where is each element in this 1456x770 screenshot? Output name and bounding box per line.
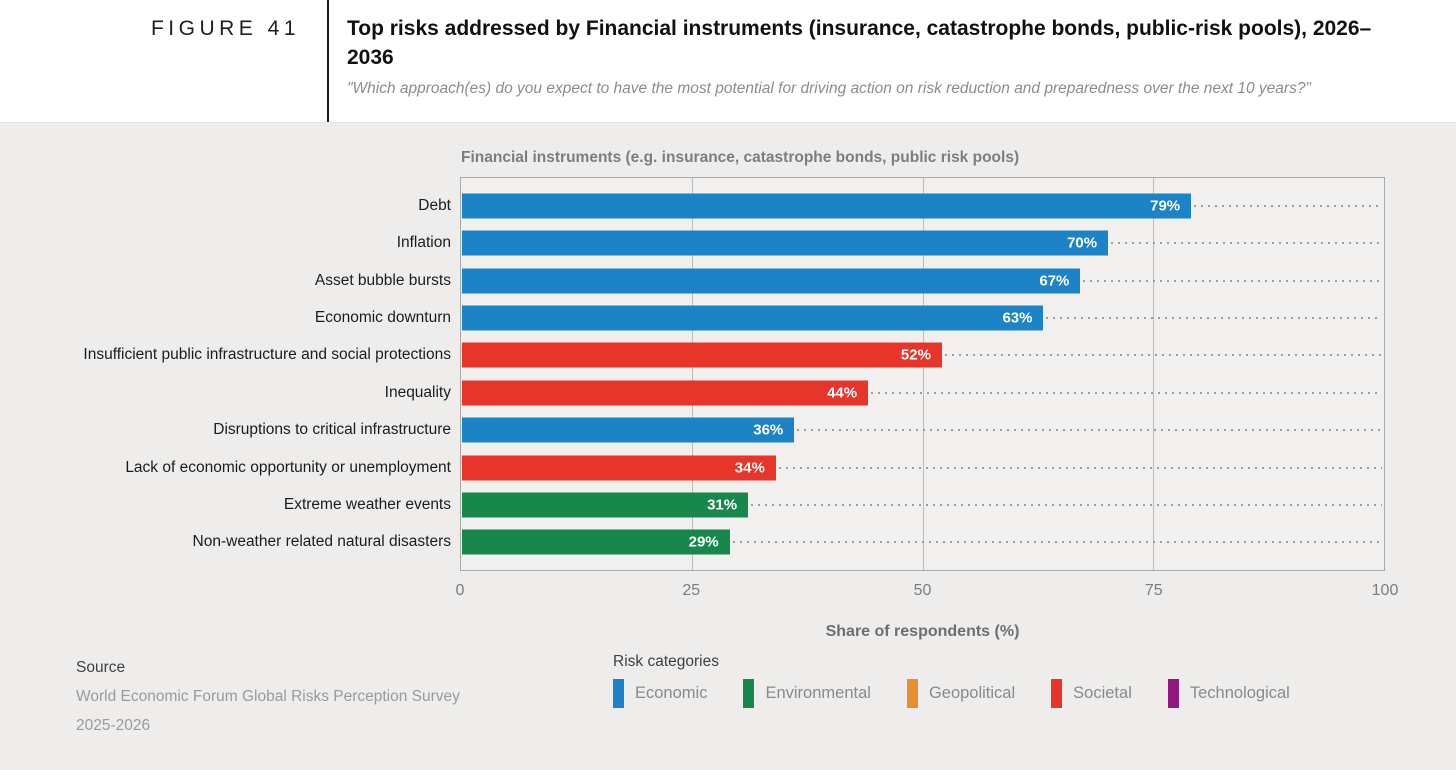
bar-row: Disruptions to critical infrastructure 36… <box>213 411 1384 448</box>
bar-category-label: Debt <box>418 196 451 214</box>
bar-row: Economic downturn 63% <box>315 299 1384 336</box>
gridline-75 <box>1153 178 1155 570</box>
legend-block: Risk categories Economic Environmental Geo… <box>613 653 1290 708</box>
gridline-25 <box>691 178 693 570</box>
legend-label: Societal <box>1073 684 1132 702</box>
bar-economic: 70% <box>462 230 1109 256</box>
legend-label: Economic <box>635 684 708 702</box>
title-block: Top risks addressed by Financial instrum… <box>347 14 1417 98</box>
bar-row: Asset bubble bursts 67% <box>315 262 1384 299</box>
bar-category-label: Disruptions to critical infrastructure <box>213 421 451 439</box>
bar-societal: 44% <box>462 380 869 406</box>
bar-value-label: 31% <box>707 496 738 514</box>
bar-value-label: 36% <box>753 421 784 439</box>
bar-value-label: 52% <box>900 346 931 364</box>
x-tick-25: 25 <box>682 582 701 599</box>
bar-environmental: 31% <box>462 492 749 518</box>
bar-societal: 52% <box>462 342 942 368</box>
leader-dotted-line <box>1194 204 1382 207</box>
bar-row: Inequality 44% <box>385 374 1384 411</box>
bar-value-label: 44% <box>827 384 858 402</box>
bar-category-label: Non-weather related natural disasters <box>192 533 451 551</box>
bar-value-label: 29% <box>688 533 719 551</box>
bar-row: Insufficient public infrastructure and s… <box>83 337 1384 374</box>
legend-label: Geopolitical <box>928 684 1016 702</box>
header-divider <box>327 0 329 122</box>
bar-value-label: 34% <box>734 459 765 477</box>
x-axis-ticks: 0 25 50 75 100 <box>456 582 1399 602</box>
leader-dotted-line <box>732 541 1382 544</box>
bar-row: Inflation 70% <box>397 224 1384 261</box>
bar-row: Non-weather related natural disasters 29% <box>193 524 1384 561</box>
leader-dotted-line <box>944 354 1382 357</box>
legend-item-technological: Technological <box>1167 679 1290 708</box>
legend-swatch-geopolitical <box>906 679 918 708</box>
bar-category-label: Extreme weather events <box>283 495 451 513</box>
bar-category-label: Inequality <box>384 383 451 401</box>
chart-title: Financial instruments (e.g. insurance, c… <box>461 149 1020 166</box>
plot-area: Debt 79% Inflation 70% Asset bubble bursts 67… <box>83 177 1385 571</box>
legend-item-economic: Economic <box>613 679 707 708</box>
legend-item-societal: Societal <box>1051 679 1132 708</box>
leader-dotted-line <box>1083 279 1382 282</box>
bar-economic: 36% <box>462 417 795 443</box>
bar-value-label: 67% <box>1039 272 1070 290</box>
x-tick-75: 75 <box>1144 582 1163 599</box>
bar-category-label: Lack of economic opportunity or unemploy… <box>125 458 451 476</box>
bar-row: Debt 79% <box>418 187 1384 224</box>
x-tick-50: 50 <box>913 582 932 599</box>
leader-dotted-line <box>1111 242 1382 245</box>
leader-dotted-line <box>1046 316 1382 319</box>
legend-swatch-environmental <box>743 679 755 708</box>
bar-category-label: Economic downturn <box>314 308 451 326</box>
x-tick-0: 0 <box>455 582 465 599</box>
source-line-1: World Economic Forum Global Risks Percep… <box>76 688 460 705</box>
bar-value-label: 70% <box>1067 234 1098 252</box>
leader-dotted-line <box>871 391 1382 394</box>
x-tick-100: 100 <box>1371 582 1399 599</box>
bar-row: Extreme weather events 31% <box>284 486 1384 523</box>
bar-economic: 79% <box>462 193 1192 219</box>
legend-item-geopolitical: Geopolitical <box>906 679 1016 708</box>
bar-rows: Debt 79% Inflation 70% Asset bubble bursts 67… <box>83 178 1384 570</box>
legend-label: Environmental <box>765 684 871 702</box>
source-line-2: 2025-2026 <box>76 717 151 734</box>
gridline-50 <box>922 178 924 570</box>
figure-title: Top risks addressed by Financial instrum… <box>347 17 1372 69</box>
bar-economic: 67% <box>462 268 1081 294</box>
bar-row: Lack of economic opportunity or unemploy… <box>125 449 1384 486</box>
leader-dotted-line <box>797 429 1382 432</box>
legend-swatch-economic <box>613 679 624 708</box>
legend-swatch-technological <box>1167 679 1179 708</box>
bar-category-label: Inflation <box>396 234 451 252</box>
legend-label: Technological <box>1189 684 1290 702</box>
bar-category-label: Insufficient public infrastructure and s… <box>83 346 451 364</box>
bar-value-label: 63% <box>1002 309 1033 327</box>
leader-dotted-line <box>778 466 1382 469</box>
legend-swatch-societal <box>1051 679 1063 708</box>
figure-header: FIGURE 41 Top risks addressed by Financi… <box>0 0 1456 123</box>
bar-environmental: 29% <box>462 529 730 555</box>
figure-subtitle: "Which approach(es) do you expect to hav… <box>347 80 1311 97</box>
bar-category-label: Asset bubble bursts <box>314 271 451 289</box>
leader-dotted-line <box>751 503 1382 506</box>
source-block: Source World Economic Forum Global Risks… <box>76 653 460 740</box>
legend-items: Economic Environmental Geopolitical Societa… <box>613 679 1290 708</box>
source-label: Source <box>76 659 126 676</box>
bar-societal: 34% <box>462 455 776 481</box>
bar-economic: 63% <box>462 305 1044 331</box>
legend-title: Risk categories <box>613 653 719 670</box>
figure-number-label: FIGURE 41 <box>150 17 300 40</box>
legend-item-environmental: Environmental <box>743 679 871 708</box>
bar-value-label: 79% <box>1150 197 1181 215</box>
x-axis-title: Share of respondents (%) <box>825 623 1020 640</box>
